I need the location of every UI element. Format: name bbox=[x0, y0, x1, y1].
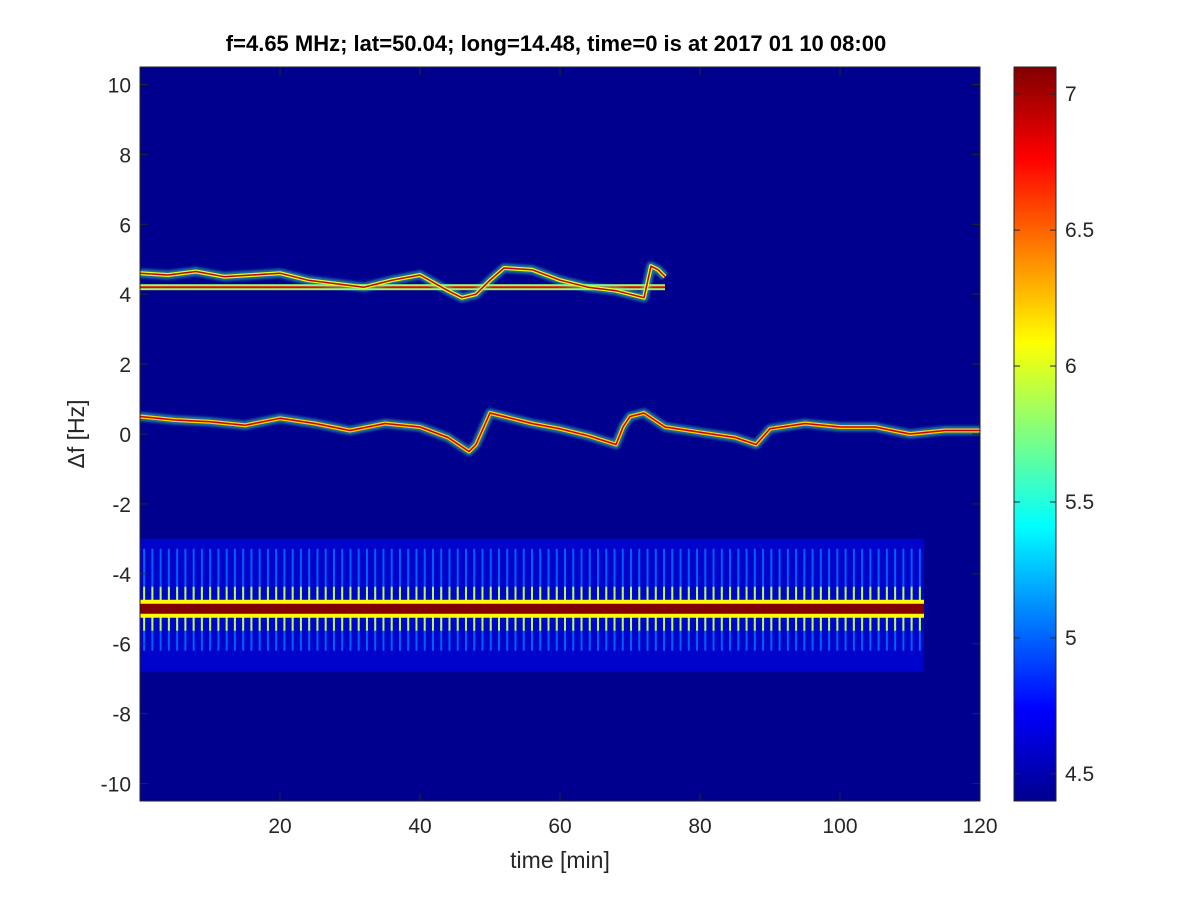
y-tick-label: -6 bbox=[112, 634, 131, 657]
x-tick-label: 120 bbox=[962, 815, 997, 838]
y-axis-label: Δf [Hz] bbox=[63, 399, 89, 468]
colorbar-tick-label: 6 bbox=[1065, 355, 1077, 378]
trace-core bbox=[140, 412, 980, 453]
y-tick-label: 0 bbox=[119, 424, 131, 447]
colorbar-tick-label: 4.5 bbox=[1065, 763, 1094, 786]
y-tick-label: -10 bbox=[101, 774, 131, 797]
y-tick-label: -4 bbox=[112, 564, 131, 587]
x-tick-label: 80 bbox=[688, 815, 711, 838]
y-tick-label: 6 bbox=[119, 214, 131, 237]
colorbar-tick-label: 7 bbox=[1065, 83, 1077, 106]
carrier-core bbox=[140, 603, 924, 614]
colorbar-tick-label: 5 bbox=[1065, 627, 1077, 650]
feature-2 bbox=[140, 408, 980, 456]
y-axis: 10 8 6 4 2 0 -2 -4 -6 -8 -10 bbox=[101, 74, 980, 797]
y-tick-label: 8 bbox=[119, 144, 131, 167]
colorbar-tick-label: 6.5 bbox=[1065, 219, 1094, 242]
colorbar bbox=[1013, 66, 1057, 802]
feature-1 bbox=[140, 261, 669, 303]
y-tick-label: 10 bbox=[108, 74, 131, 97]
chart-title: f=4.65 MHz; lat=50.04; long=14.48, time=… bbox=[226, 31, 886, 56]
colorbar-tick-label: 5.5 bbox=[1065, 491, 1094, 514]
plot-area bbox=[140, 67, 980, 801]
colorbar-ticks: 7 6.5 6 5.5 5 4.5 bbox=[1014, 83, 1094, 786]
y-tick-label: -8 bbox=[112, 704, 131, 727]
y-tick-label: -2 bbox=[112, 494, 131, 517]
x-tick-label: 40 bbox=[408, 815, 431, 838]
x-tick-label: 20 bbox=[268, 815, 291, 838]
x-axis-label: time [min] bbox=[510, 847, 610, 873]
x-axis: 20 40 60 80 100 120 bbox=[268, 67, 998, 838]
y-tick-label: 4 bbox=[119, 284, 131, 307]
y-tick-label: 2 bbox=[119, 354, 131, 377]
x-tick-label: 100 bbox=[822, 815, 857, 838]
trace-core bbox=[140, 265, 666, 299]
x-tick-label: 60 bbox=[548, 815, 571, 838]
feature-3 bbox=[140, 538, 924, 672]
heatmap-layer bbox=[140, 261, 980, 672]
